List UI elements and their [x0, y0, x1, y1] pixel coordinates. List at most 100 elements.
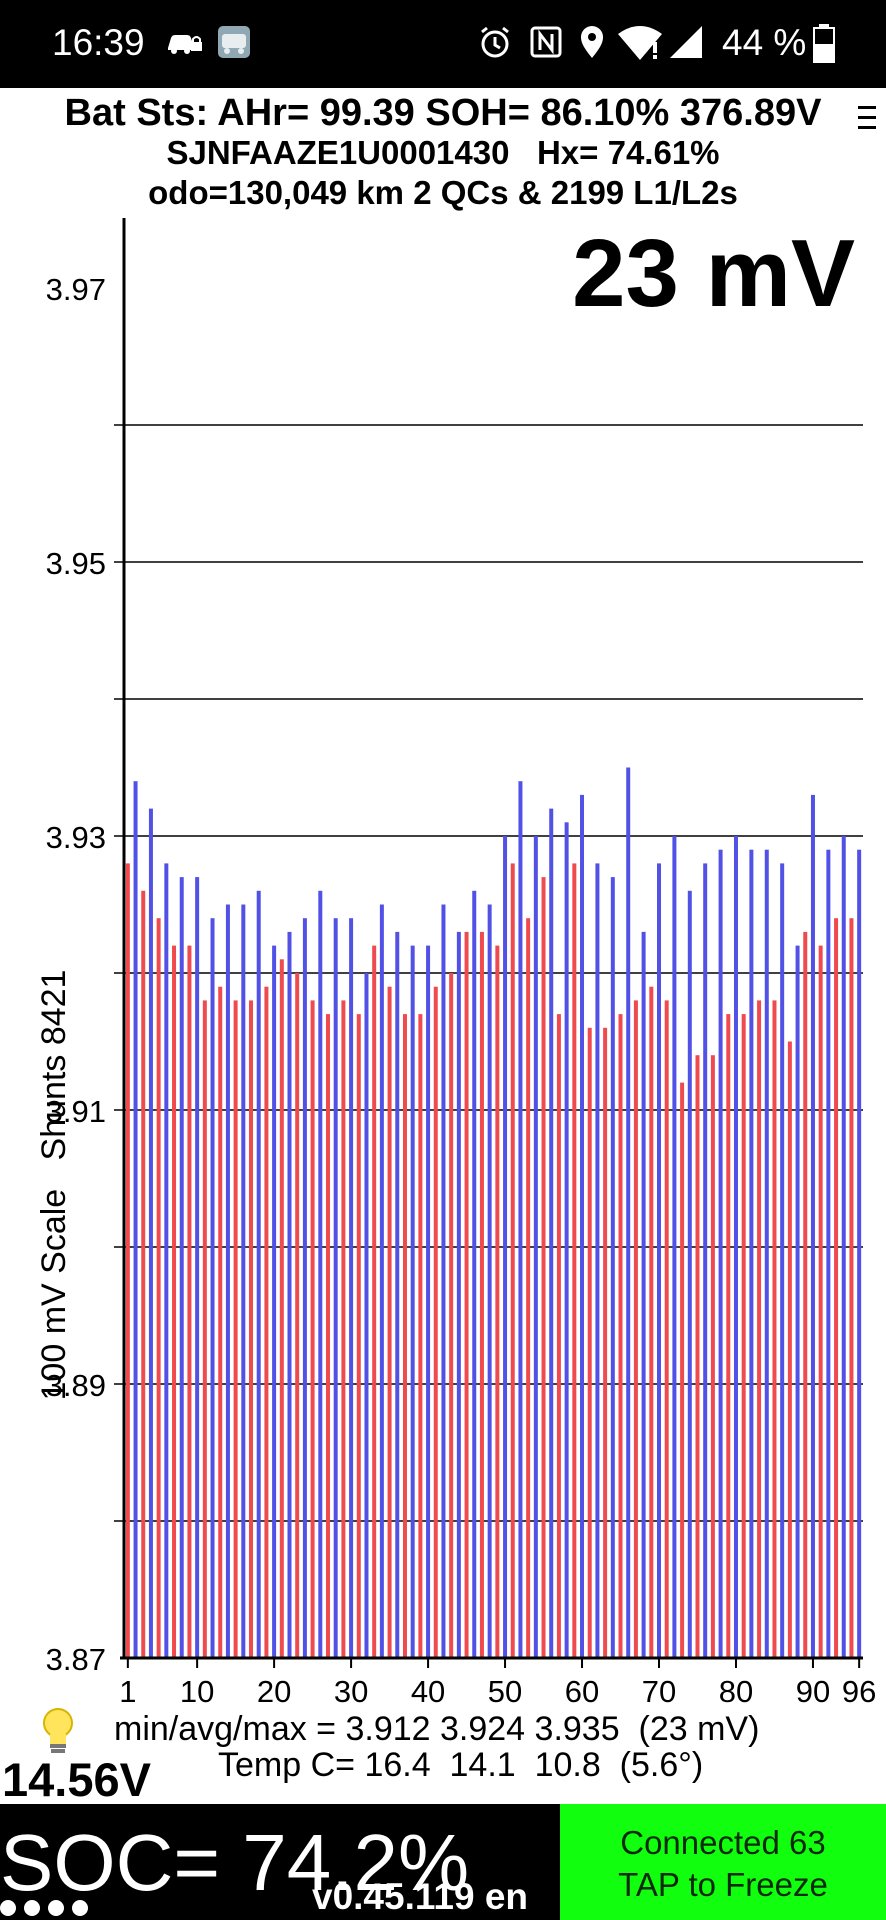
cell-bar: [503, 836, 508, 1658]
y-tick-label: 3.93: [46, 820, 106, 855]
cell-bar: [556, 1014, 561, 1658]
cell-bar: [218, 986, 223, 1658]
cell-bar: [187, 945, 192, 1658]
car-lock-icon: [168, 35, 202, 54]
menu-icon[interactable]: [854, 102, 880, 134]
x-tick-labels: 1 10 20 30 40 50 60 70 80 90 96: [119, 1674, 876, 1708]
cell-bar: [572, 863, 577, 1658]
cell-bar: [757, 1000, 762, 1658]
cell-bar: [803, 931, 808, 1658]
cell-bar: [418, 1014, 423, 1658]
version-label: v0.45.119 en: [312, 1876, 529, 1917]
nfc-icon: [530, 26, 562, 58]
cell-bar: [780, 863, 785, 1658]
cell-bar: [764, 849, 769, 1658]
x-tick-label: 40: [411, 1674, 445, 1708]
cell-bar: [449, 973, 454, 1658]
y-tick-label: 3.91: [46, 1094, 106, 1129]
y-axis-title: 100 mV Scale Shunts 8421: [35, 969, 73, 1401]
signal-icon: [670, 26, 702, 58]
cell-bar: [379, 904, 384, 1658]
cell-bar: [287, 931, 292, 1658]
lightbulb-icon[interactable]: [38, 1706, 78, 1756]
x-tick-label: 60: [565, 1674, 599, 1708]
cell-bar: [333, 918, 338, 1658]
vin-health-line: SJNFAAZE1U0001430 Hx= 74.61%: [166, 134, 720, 171]
cell-bar: [148, 808, 153, 1658]
cell-bar: [618, 1014, 623, 1658]
cell-bar: [241, 904, 246, 1658]
cell-bar: [834, 918, 839, 1658]
cell-bar: [849, 918, 854, 1658]
cell-bar: [703, 863, 708, 1658]
cell-bar: [841, 836, 846, 1658]
cell-bar: [364, 973, 369, 1658]
more-dots-icon[interactable]: [0, 1896, 100, 1920]
battery-status-header: Bat Sts: AHr= 99.39 SOH= 86.10% 376.89V …: [0, 88, 886, 218]
odometer-charges-line: odo=130,049 km 2 QCs & 2199 L1/L2s: [148, 174, 738, 211]
alarm-icon: [481, 26, 509, 58]
cell-bar: [695, 1055, 700, 1658]
x-tick-label: 80: [719, 1674, 753, 1708]
cell-bar: [818, 945, 823, 1658]
soc-panel: SOC= 74.2% v0.45.119 en: [0, 1804, 560, 1920]
cell-bar: [749, 849, 754, 1658]
cell-bar: [680, 1082, 685, 1658]
wifi-icon: [618, 26, 662, 60]
cell-bar: [133, 781, 138, 1658]
cell-bar: [610, 877, 615, 1658]
cell-bar: [741, 1014, 746, 1658]
tap-to-freeze-label: TAP to Freeze: [618, 1866, 828, 1903]
cell-bar: [426, 945, 431, 1658]
cell-bar: [387, 986, 392, 1658]
cell-bar: [464, 931, 469, 1658]
cell-bar: [580, 794, 585, 1658]
x-tick-label: 10: [180, 1674, 214, 1708]
cell-bar: [256, 890, 261, 1658]
x-tick-label: 30: [334, 1674, 368, 1708]
cell-bar: [541, 877, 546, 1658]
cell-bar: [195, 877, 200, 1658]
cell-bar: [795, 945, 800, 1658]
cell-bar: [518, 781, 523, 1658]
cell-bar: [302, 918, 307, 1658]
cell-bar: [826, 849, 831, 1658]
cell-bar: [264, 986, 269, 1658]
cell-bar: [603, 1027, 608, 1658]
cell-bar: [595, 863, 600, 1658]
cell-bar: [510, 863, 515, 1658]
x-tick-label: 50: [488, 1674, 522, 1708]
cell-bar: [626, 767, 631, 1658]
cell-bar: [395, 931, 400, 1658]
status-bar: 16:39 44 %: [0, 0, 886, 88]
cell-bar: [318, 890, 323, 1658]
cell-bar: [487, 904, 492, 1658]
voltage-spread-label: 23 mV: [572, 220, 855, 327]
cell-bar: [810, 794, 815, 1658]
cell-voltage-chart[interactable]: 3.97 3.95 3.93 3.91 3.89 3.87 1 10 20 30 40 50 60 70…: [0, 218, 886, 1708]
cell-bar: [225, 904, 230, 1658]
y-tick-label: 3.95: [46, 546, 106, 581]
cell-bar: [272, 945, 277, 1658]
cell-bar: [295, 973, 300, 1658]
cell-bar: [410, 945, 415, 1658]
cell-bar: [664, 1000, 669, 1658]
cell-bar: [479, 931, 484, 1658]
battery-percent: 44 %: [722, 22, 807, 63]
cell-bar: [172, 945, 177, 1658]
status-time: 16:39: [52, 22, 145, 63]
cell-bar: [164, 863, 169, 1658]
cell-bar: [549, 808, 554, 1658]
y-tick-labels: 3.97 3.95 3.93 3.91 3.89 3.87: [46, 272, 106, 1677]
cell-bar: [526, 918, 531, 1658]
cell-bar: [310, 1000, 315, 1658]
connect-freeze-button[interactable]: Connected 63 TAP to Freeze: [560, 1804, 886, 1920]
cell-bar: [249, 1000, 254, 1658]
cell-bar: [772, 1000, 777, 1658]
cell-bar: [533, 836, 538, 1658]
cell-bar: [564, 822, 569, 1658]
x-tick-label: 20: [257, 1674, 291, 1708]
cell-bar: [641, 931, 646, 1658]
cell-bar: [672, 836, 677, 1658]
y-tick-label: 3.87: [46, 1642, 106, 1677]
